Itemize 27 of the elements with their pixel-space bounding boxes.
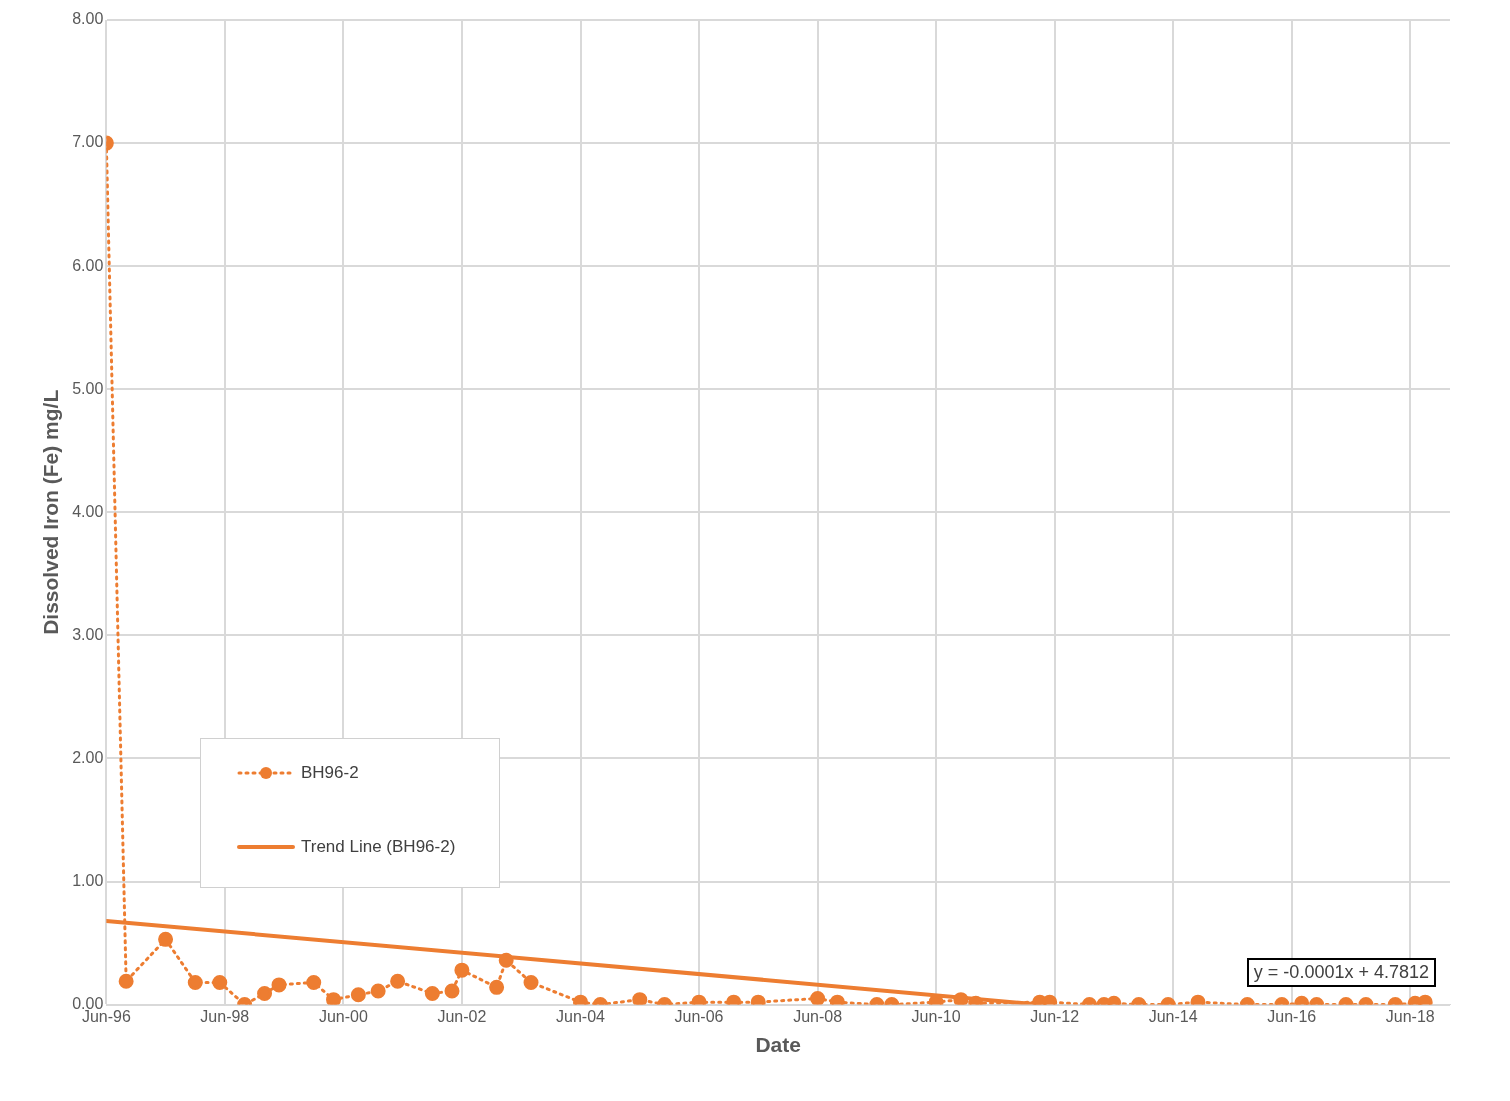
x-tick-label: Jun-04 (556, 1007, 606, 1025)
y-tick-label: 5.00 (72, 379, 104, 397)
legend-label: BH96-2 (301, 763, 359, 783)
y-tick-label: 1.00 (72, 871, 104, 889)
x-tick-label: Jun-18 (1385, 1007, 1435, 1025)
point (326, 992, 342, 1005)
x-tick-label: Jun-06 (674, 1007, 724, 1025)
x-tick-label: Jun-98 (200, 1007, 250, 1025)
point (632, 992, 648, 1005)
annotation: y = -0.0001x + 4.7812 (1246, 958, 1436, 987)
x-tick-label: Jun-16 (1267, 1007, 1317, 1025)
x-tick-label: Jun-10 (911, 1007, 961, 1025)
x-tick-label: Jun-00 (318, 1007, 368, 1025)
y-tick-label: 7.00 (72, 133, 104, 151)
x-tick-label: Jun-12 (1030, 1007, 1080, 1025)
y-tick-label: 8.00 (72, 10, 104, 28)
x-axis-title: Date (755, 1033, 801, 1057)
y-tick-label: 3.00 (72, 625, 104, 643)
y-axis-title: Dissolved Iron (Fe) mg/L (39, 389, 63, 635)
point (953, 992, 969, 1005)
x-tick-label: Jun-02 (437, 1007, 487, 1025)
legend-label: Trend Line (BH96-2) (301, 837, 456, 857)
y-tick-label: 6.00 (72, 256, 104, 274)
y-tick-label: 4.00 (72, 502, 104, 520)
y-tick-label: 2.00 (72, 748, 104, 766)
x-tick-label: Jun-08 (793, 1007, 843, 1025)
x-tick-label: Jun-14 (1148, 1007, 1198, 1025)
